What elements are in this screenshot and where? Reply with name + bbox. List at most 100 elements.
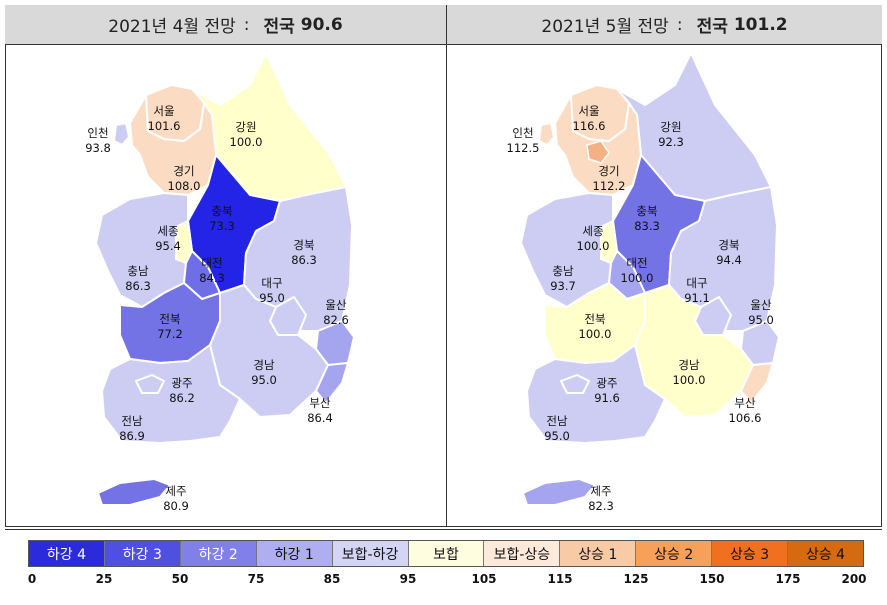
legend-item-2: 하강 2 (180, 541, 257, 566)
legend-tick-3: 75 (247, 572, 265, 586)
april-label-name-gangwon: 강원 (235, 120, 256, 134)
april-label-value-chungnam: 86.3 (125, 279, 151, 293)
april-national-value: 90.6 (300, 14, 343, 35)
april-label-name-jeju: 제주 (165, 484, 186, 498)
may-label-name-incheon: 인천 (512, 126, 533, 140)
april-label-name-jeonnam: 전남 (121, 414, 143, 428)
may-label-value-sejong: 100.0 (577, 239, 610, 253)
may-label-name-jeonnam: 전남 (546, 414, 568, 428)
legend-tick-7: 115 (547, 572, 573, 586)
april-label-value-daegu: 95.0 (259, 291, 285, 305)
bottom-rule (5, 529, 882, 530)
legend-item-7: 상승 1 (560, 541, 637, 566)
april-label-name-incheon: 인천 (87, 126, 108, 140)
may-label-value-chungbuk: 83.3 (634, 219, 660, 233)
april-label-name-chungbuk: 충북 (211, 204, 232, 218)
april-label-value-gyeongbuk: 86.3 (291, 253, 317, 267)
may-label-name-jeju: 제주 (590, 484, 611, 498)
april-label-name-gyeongbuk: 경북 (293, 238, 314, 252)
may-label-name-ulsan: 울산 (750, 298, 772, 312)
may-map-title: 2021년 5월 전망 : 전국 101.2 (447, 5, 882, 45)
april-label-value-chungbuk: 73.3 (209, 219, 235, 233)
may-label-value-busan: 106.6 (729, 411, 762, 425)
legend-tick-11: 200 (841, 572, 867, 586)
may-label-name-chungnam: 충남 (552, 264, 574, 278)
legend-tick-10: 175 (775, 572, 801, 586)
april-label-name-gyeongnam: 경남 (253, 358, 275, 372)
may-national-label: 전국 (696, 17, 728, 37)
may-label-name-jeonbuk: 전북 (584, 312, 605, 326)
april-national-label: 전국 (263, 17, 295, 37)
april-label-value-daejeon: 84.3 (199, 271, 225, 285)
may-label-value-gwangju: 91.6 (594, 391, 620, 405)
may-label-name-gyeongnam: 경남 (678, 358, 700, 372)
may-label-name-busan: 부산 (734, 396, 756, 410)
may-label-name-sejong: 세종 (582, 224, 603, 238)
may-region-jeju (522, 478, 596, 506)
may-title-text: 2021년 5월 전망 (541, 17, 669, 37)
may-label-value-gangwon: 92.3 (658, 135, 684, 149)
may-label-value-gyeongbuk: 94.4 (716, 253, 742, 267)
april-label-name-ulsan: 울산 (325, 298, 347, 312)
april-label-value-ulsan: 82.6 (323, 313, 349, 327)
legend-tick-2: 50 (171, 572, 189, 586)
panel-divider (446, 5, 447, 527)
legend-item-4: 보합-하강 (332, 541, 409, 566)
may-region-busan (740, 362, 774, 404)
may-label-value-chungnam: 93.7 (550, 279, 576, 293)
april-label-name-daejeon: 대전 (201, 256, 222, 270)
april-label-value-sejong: 95.4 (155, 239, 181, 253)
april-label-value-jeonbuk: 77.2 (157, 327, 183, 341)
may-label-name-gangwon: 강원 (660, 120, 681, 134)
legend-item-1: 하강 3 (104, 541, 181, 566)
legend-item-5: 보합 (408, 541, 485, 566)
april-label-value-gyeongnam: 95.0 (251, 373, 277, 387)
legend-tick-9: 150 (699, 572, 725, 586)
may-label-value-daegu: 91.1 (684, 291, 710, 305)
april-region-incheon (113, 122, 130, 146)
april-title-separator: : (243, 14, 250, 35)
may-label-value-jeju: 82.3 (588, 499, 614, 513)
legend-item-8: 상승 2 (636, 541, 713, 566)
may-seoul-inner (586, 140, 610, 164)
legend-item-0: 하강 4 (29, 541, 105, 566)
may-label-value-gyeonggi: 112.2 (593, 179, 626, 193)
may-label-value-ulsan: 95.0 (748, 313, 774, 327)
may-national-value: 101.2 (733, 14, 788, 35)
may-label-value-gyeongnam: 100.0 (673, 373, 706, 387)
may-label-value-seoul: 116.6 (573, 119, 606, 133)
may-label-name-chungbuk: 충북 (636, 204, 657, 218)
legend-tick-6: 105 (471, 572, 497, 586)
april-label-value-busan: 86.4 (307, 411, 333, 425)
may-label-name-daejeon: 대전 (626, 256, 647, 270)
april-label-value-gangwon: 100.0 (230, 135, 263, 149)
april-label-value-jeonnam: 86.9 (119, 429, 145, 443)
april-label-name-chungnam: 충남 (127, 264, 149, 278)
may-label-name-gyeongbuk: 경북 (718, 238, 739, 252)
april-region-jeonnam (101, 344, 241, 444)
april-region-gwangju (135, 374, 165, 394)
may-region-incheon (538, 122, 555, 146)
legend-item-3: 하강 1 (256, 541, 333, 566)
legend-ticks: 0 25 50 75 85 95 105 115 125 150 175 200 (28, 572, 867, 590)
may-label-name-gwangju: 광주 (596, 376, 617, 390)
legend-tick-5: 95 (399, 572, 417, 586)
april-label-name-gyeonggi: 경기 (173, 164, 194, 178)
legend-item-10: 상승 4 (788, 541, 863, 566)
april-region-busan (315, 362, 349, 404)
may-label-value-daejeon: 100.0 (621, 271, 654, 285)
may-region-gwangju (560, 374, 590, 394)
may-title-separator: : (676, 14, 683, 35)
may-label-name-seoul: 서울 (578, 104, 599, 118)
may-label-value-jeonbuk: 100.0 (579, 327, 612, 341)
april-label-value-gwangju: 86.2 (169, 391, 195, 405)
legend-bar: 하강 4 하강 3 하강 2 하강 1 보합-하강 보합 보합-상승 상승 1 상승 2 상승 3… (28, 540, 864, 567)
legend-tick-4: 85 (323, 572, 341, 586)
april-label-name-daegu: 대구 (261, 276, 282, 290)
may-label-name-daegu: 대구 (686, 276, 707, 290)
april-title-text: 2021년 4월 전망 (108, 17, 236, 37)
legend-tick-8: 125 (623, 572, 649, 586)
april-label-name-jeonbuk: 전북 (159, 312, 180, 326)
april-label-value-jeju: 80.9 (163, 499, 189, 513)
